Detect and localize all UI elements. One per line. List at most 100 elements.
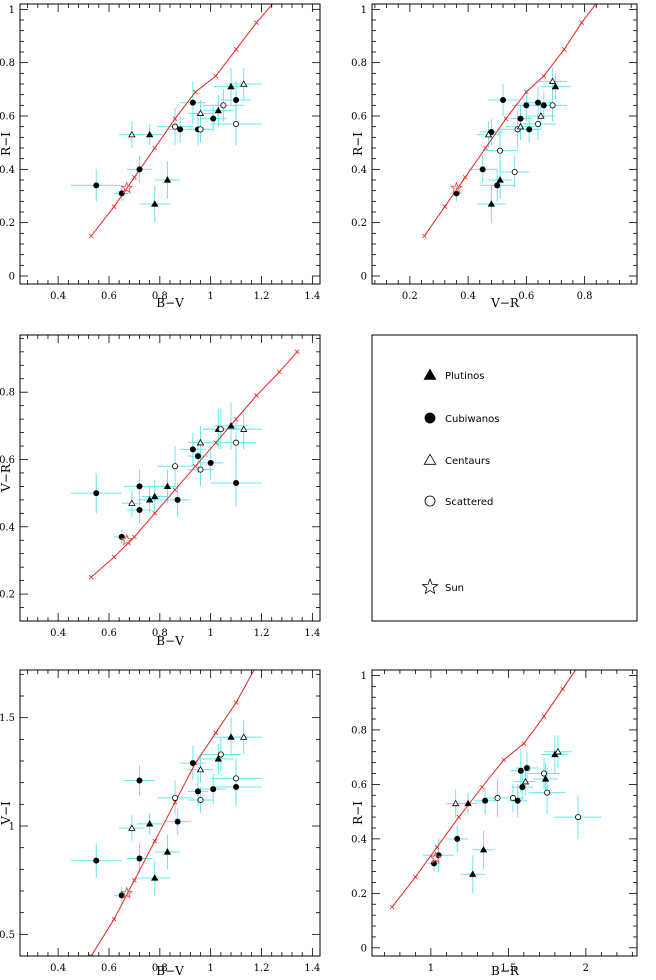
circle-point [549, 102, 556, 109]
circle-point [534, 121, 541, 128]
reference-line-mark [560, 686, 565, 692]
circle-point [233, 439, 240, 446]
circle-point [207, 459, 214, 466]
triangle-point [240, 733, 248, 740]
circle-point [177, 126, 184, 133]
reference-line-mark [442, 204, 448, 209]
y-axis-label: R−I [0, 132, 13, 156]
circle-point [194, 453, 201, 460]
circle-point [454, 835, 461, 842]
reference-line-mark [233, 416, 239, 422]
triangle-point [240, 80, 248, 87]
circle-legend-icon [424, 495, 436, 507]
y-tick-label: 0.8 [0, 388, 15, 399]
circle-point [523, 102, 530, 109]
reference-line-mark [132, 877, 137, 883]
legend-marker-plutinos [423, 368, 437, 380]
circle-point [189, 446, 196, 453]
x-tick-label: 2 [583, 963, 589, 974]
reference-line-mark [111, 204, 117, 209]
circle-point [233, 784, 240, 791]
reference-line-mark [88, 953, 94, 956]
y-axis-label: V−I [0, 801, 13, 826]
circle-point [197, 126, 204, 133]
reference-color-line [424, 4, 597, 237]
y-tick-label: 0.6 [0, 455, 15, 466]
sun-star-icon [120, 886, 134, 899]
reference-color-line [90, 4, 274, 237]
x-tick-label: 0.2 [402, 291, 418, 302]
reference-line-mark [521, 741, 527, 746]
reference-line-mark [389, 904, 395, 910]
reference-line-mark [111, 554, 117, 560]
circle-point [174, 496, 181, 503]
circle-point [136, 506, 143, 513]
circle-point [233, 775, 240, 782]
y-axis-label: V−R [0, 463, 13, 493]
reference-line-mark [233, 700, 239, 705]
legend-marker-scattered [424, 495, 436, 507]
x-tick-label: 1.5 [500, 963, 516, 974]
x-tick-label: 0.4 [460, 291, 476, 302]
reference-line-mark [503, 116, 509, 121]
sun-star-icon [120, 533, 134, 546]
legend-frame [371, 334, 638, 622]
circle-point [189, 99, 196, 106]
circle-point [194, 788, 201, 795]
x-tick-label: 0.8 [577, 291, 593, 302]
x-tick-label: 1 [207, 628, 213, 639]
circle-point [172, 123, 179, 130]
triangle-point [151, 492, 159, 500]
triangle-point [227, 82, 235, 90]
reference-line-mark [541, 714, 547, 719]
legend-entry-centaurs: Centaurs [423, 453, 490, 467]
circle-point [172, 794, 179, 801]
triangle-point [548, 77, 557, 84]
y-tick-label: 0 [9, 272, 15, 283]
y-axis-label: R−I [351, 801, 365, 825]
x-tick-label: 1.2 [254, 291, 270, 302]
sun-star-icon [429, 851, 442, 864]
circle-point [172, 463, 179, 470]
circle-point [500, 97, 507, 104]
reference-line-mark [483, 145, 488, 151]
circle-point [479, 166, 486, 173]
triangle-point [128, 499, 136, 506]
reference-line-mark [561, 47, 567, 52]
star-legend-icon [421, 577, 439, 595]
triangle-point [469, 870, 477, 877]
triangle-point [145, 130, 154, 138]
x-axis-label: V−R [490, 296, 520, 310]
x-tick-label: 1.4 [304, 628, 320, 639]
triangle-point [145, 496, 154, 503]
sun-star-icon [120, 181, 134, 194]
reference-line-mark [193, 463, 198, 469]
reference-line-mark [294, 349, 300, 355]
reference-line-mark [456, 814, 462, 820]
x-tick-label: 0.6 [101, 628, 117, 639]
x-tick-label: 0.4 [50, 628, 66, 639]
circle-point [488, 128, 495, 135]
triangle-point [554, 747, 562, 755]
plot-frame [19, 669, 321, 957]
y-tick-label: 1 [361, 5, 367, 16]
reference-line-mark [541, 73, 547, 79]
x-axis-label: B−V [156, 634, 184, 648]
reference-line-mark [479, 784, 485, 790]
plot-area [70, 4, 274, 239]
reference-line-mark [88, 574, 94, 580]
x-tick-label: 0.4 [50, 291, 66, 302]
circle-point [526, 126, 533, 133]
circle-point [136, 483, 143, 490]
y-tick-label: 1.5 [0, 713, 15, 724]
x-tick-label: 0.8 [152, 963, 168, 974]
y-tick-label: 0 [361, 943, 367, 954]
reference-line-mark [172, 116, 178, 121]
circle-point [511, 168, 518, 175]
triangle-point [521, 777, 530, 785]
triangle-point [196, 109, 205, 116]
circle-point [541, 770, 548, 777]
x-tick-label: 1 [207, 291, 213, 302]
circle-point [514, 797, 521, 804]
circle-point [534, 99, 541, 106]
